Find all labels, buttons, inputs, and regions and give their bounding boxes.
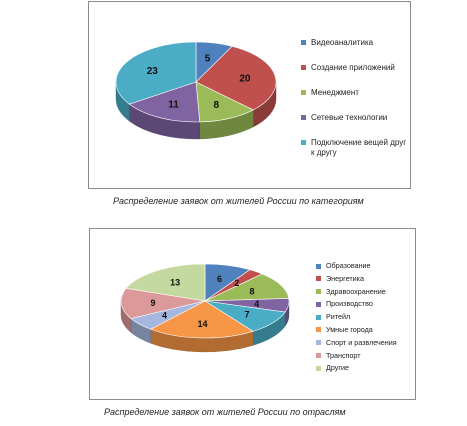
legend-swatch-0 <box>301 40 306 45</box>
legend-item-3: Сетевые технологии <box>301 113 407 123</box>
pie-slice-3 <box>128 81 201 123</box>
slice-value-label-2: 8 <box>249 286 254 296</box>
legend-swatch-7 <box>316 353 321 359</box>
slice-value-label-3: 11 <box>168 100 179 111</box>
legend-swatch-8 <box>316 365 321 371</box>
pie-slice-2 <box>204 273 290 302</box>
slice-value-label-3: 4 <box>254 299 259 309</box>
legend-item-7: Транспорт <box>316 350 414 365</box>
legend-item-4: Подключение вещей друг к другу <box>301 138 407 158</box>
legend-swatch-1 <box>301 65 306 70</box>
legend-item-0: Видеоаналитика <box>301 38 407 48</box>
pie-slice-1 <box>195 45 277 111</box>
legend-swatch-0 <box>316 263 321 269</box>
legend-swatch-2 <box>301 90 306 95</box>
legend-swatch-4 <box>301 140 306 145</box>
legend-swatch-3 <box>316 301 321 307</box>
legend-item-3: Производство <box>316 300 414 313</box>
legend-label-0: Образование <box>326 261 371 270</box>
legend-item-1: Создание приложений <box>301 63 407 73</box>
legend-industries: Образование Энергетика Здравоохранение Прои… <box>316 262 414 377</box>
legend-categories: Видеоаналитика Создание приложений Менеджм… <box>301 38 407 173</box>
slice-value-label-7: 9 <box>151 298 156 308</box>
pie-slice-7 <box>120 287 206 319</box>
slice-value-label-1: 2 <box>234 278 239 288</box>
slice-value-label-5: 14 <box>198 319 208 329</box>
legend-item-6: Спорт и развлечения <box>316 337 414 352</box>
legend-item-1: Энергетика <box>316 273 414 288</box>
pie-slice-8 <box>125 263 206 302</box>
slice-value-label-2: 8 <box>214 100 220 111</box>
legend-label-1: Энергетика <box>326 273 364 283</box>
pie-slice-4 <box>115 41 197 105</box>
legend-label-6: Спорт и развлечения <box>326 337 397 347</box>
legend-label-1: Создание приложений <box>311 63 395 72</box>
legend-swatch-6 <box>316 340 321 346</box>
pie-chart-industries: 6 2 8 4 7 14 4 9 13 Образование Энергетика Здравоо… <box>89 228 416 400</box>
legend-swatch-4 <box>316 314 321 320</box>
pie-slice-5 <box>149 300 254 339</box>
legend-label-7: Транспорт <box>326 350 361 360</box>
legend-label-4: Ритейл <box>326 312 351 322</box>
legend-item-8: Другие <box>316 364 414 377</box>
slice-value-label-0: 6 <box>217 274 222 284</box>
slice-value-label-1: 20 <box>239 73 251 84</box>
slice-value-label-4: 7 <box>244 310 249 320</box>
legend-label-2: Менеджмент <box>311 88 359 97</box>
legend-label-3: Сетевые технологии <box>311 113 388 122</box>
legend-label-5: Умные города <box>326 324 373 334</box>
pie-chart-categories-plot: 5 20 8 11 23 <box>115 41 277 140</box>
legend-item-5: Умные города <box>316 324 414 339</box>
legend-swatch-1 <box>316 276 321 282</box>
legend-item-0: Образование <box>316 262 414 275</box>
caption-industries: Распределение заявок от жителей России п… <box>104 407 346 417</box>
legend-label-4: Подключение вещей друг к другу <box>311 138 407 157</box>
slice-value-label-6: 4 <box>162 311 167 321</box>
legend-swatch-2 <box>316 289 321 295</box>
pie-chart-categories: 5 20 8 11 23 Видеоаналитика Создание приложен… <box>88 1 411 189</box>
legend-label-8: Другие <box>326 363 350 373</box>
legend-item-2: Здравоохранение <box>316 286 414 301</box>
legend-item-2: Менеджмент <box>301 88 407 98</box>
caption-categories: Распределение заявок от жителей России п… <box>113 196 364 206</box>
legend-label-3: Производство <box>326 299 373 309</box>
legend-swatch-3 <box>301 115 306 120</box>
legend-label-2: Здравоохранение <box>326 286 386 296</box>
slice-value-label-8: 13 <box>170 277 180 287</box>
legend-label-0: Видеоаналитика <box>311 38 374 47</box>
slice-value-label-0: 5 <box>205 53 211 64</box>
legend-item-4: Ритейл <box>316 313 414 326</box>
legend-swatch-5 <box>316 327 321 333</box>
slice-value-label-4: 23 <box>147 66 159 77</box>
pie-slice-2 <box>195 81 254 123</box>
